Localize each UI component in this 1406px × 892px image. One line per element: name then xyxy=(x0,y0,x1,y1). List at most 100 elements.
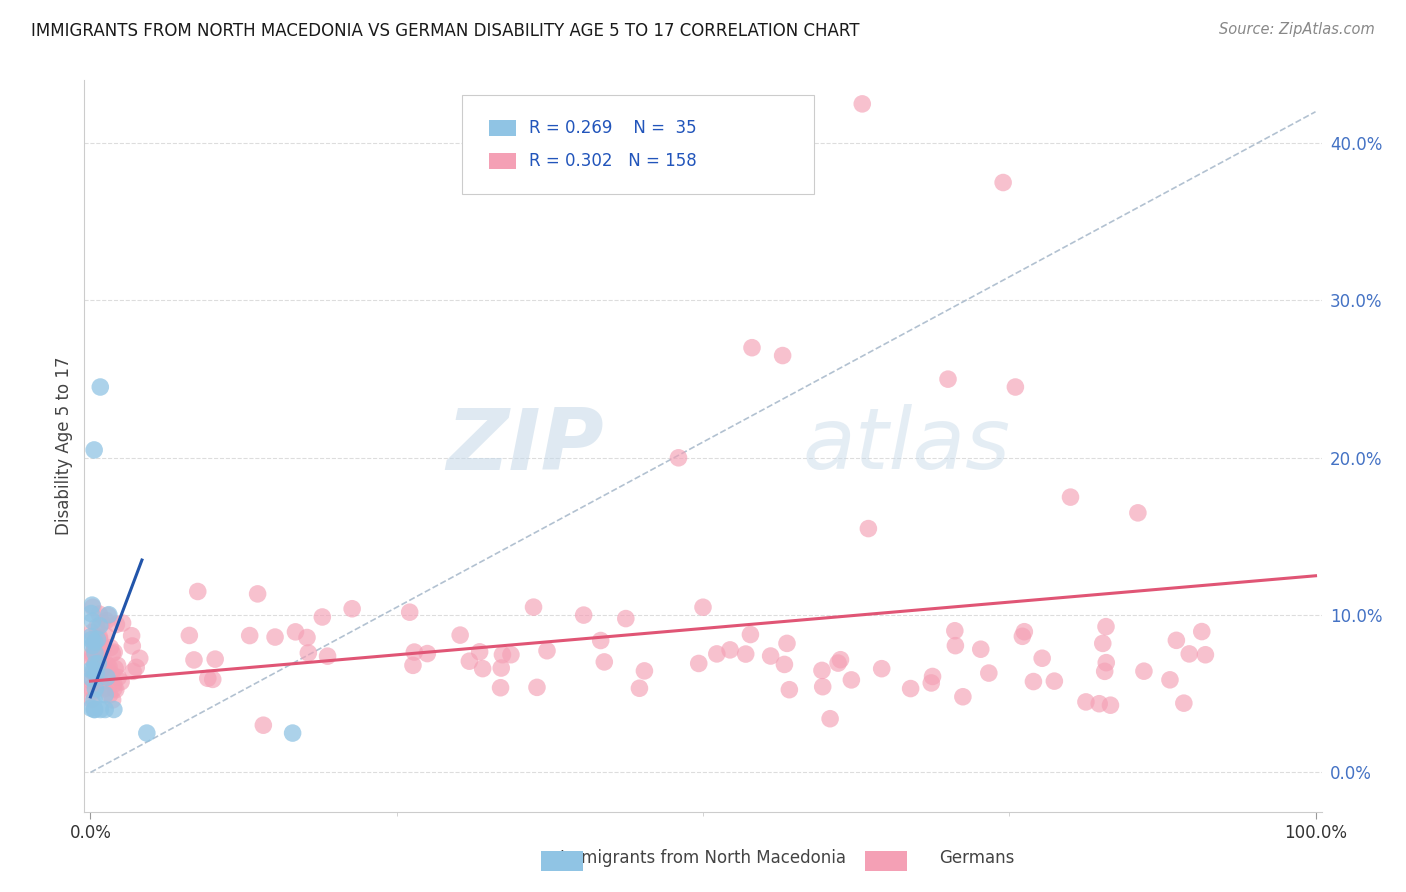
Point xyxy=(772,349,794,363)
Point xyxy=(197,671,219,685)
Point xyxy=(83,693,105,707)
Point xyxy=(105,617,128,632)
Point xyxy=(87,661,110,675)
Point xyxy=(128,651,150,665)
Point xyxy=(98,659,121,673)
Point xyxy=(80,652,103,666)
Point xyxy=(1043,674,1066,689)
Point xyxy=(89,666,111,681)
Point xyxy=(900,681,922,696)
Point xyxy=(82,647,104,661)
Point xyxy=(83,702,105,716)
Point xyxy=(179,628,201,642)
Point xyxy=(1014,624,1036,639)
Point xyxy=(80,598,103,612)
Point xyxy=(977,666,1000,681)
Point xyxy=(89,665,111,679)
Point xyxy=(246,587,269,601)
Point xyxy=(870,662,893,676)
Point xyxy=(82,684,104,698)
Point xyxy=(89,675,111,690)
Point xyxy=(101,647,124,661)
Point xyxy=(82,639,104,653)
Point xyxy=(499,648,522,662)
Point xyxy=(1091,636,1114,650)
Point xyxy=(89,702,111,716)
Point xyxy=(1166,633,1188,648)
Point xyxy=(778,682,800,697)
Point xyxy=(89,380,111,394)
Point xyxy=(93,640,115,655)
Point xyxy=(416,647,439,661)
Point xyxy=(83,643,105,657)
Point xyxy=(122,665,145,679)
Point xyxy=(80,672,103,686)
Point xyxy=(921,669,943,683)
Point xyxy=(96,614,118,628)
Point xyxy=(121,629,143,643)
Point xyxy=(589,633,612,648)
Point xyxy=(80,625,103,640)
Text: Germans: Germans xyxy=(939,849,1015,867)
Point xyxy=(943,624,966,638)
Point xyxy=(84,632,107,646)
Text: IMMIGRANTS FROM NORTH MACEDONIA VS GERMAN DISABILITY AGE 5 TO 17 CORRELATION CHA: IMMIGRANTS FROM NORTH MACEDONIA VS GERMA… xyxy=(31,22,859,40)
Point xyxy=(628,681,651,696)
Point xyxy=(82,663,104,677)
Point xyxy=(740,627,762,641)
Point xyxy=(936,372,959,386)
Point xyxy=(82,665,104,680)
Point xyxy=(468,645,491,659)
Point xyxy=(1095,656,1118,670)
Point xyxy=(103,702,125,716)
Point xyxy=(100,640,122,655)
Point xyxy=(340,601,363,615)
Point xyxy=(104,661,127,675)
Text: atlas: atlas xyxy=(801,404,1010,488)
Point xyxy=(851,96,873,111)
Point xyxy=(110,674,132,689)
Point xyxy=(201,673,224,687)
Point xyxy=(945,639,967,653)
Point xyxy=(83,635,105,649)
Point xyxy=(1031,651,1053,665)
Point xyxy=(297,646,319,660)
Point xyxy=(1059,490,1081,504)
Point xyxy=(83,639,105,653)
Point xyxy=(84,657,107,671)
Point xyxy=(688,657,710,671)
Point xyxy=(1159,673,1181,687)
Point xyxy=(1004,380,1026,394)
Point xyxy=(818,712,841,726)
Point xyxy=(311,610,333,624)
Point xyxy=(183,653,205,667)
Point xyxy=(1011,629,1033,643)
Point xyxy=(80,663,103,677)
Point xyxy=(97,608,120,623)
Point xyxy=(89,619,111,633)
Point xyxy=(89,640,111,655)
Point xyxy=(281,726,304,740)
Point xyxy=(489,661,512,675)
Point xyxy=(96,663,118,677)
Point xyxy=(811,680,834,694)
Point xyxy=(84,681,107,696)
Point xyxy=(970,642,993,657)
Text: R = 0.269    N =  35: R = 0.269 N = 35 xyxy=(529,119,696,136)
Point xyxy=(316,649,339,664)
Point xyxy=(1095,620,1118,634)
Point xyxy=(103,677,125,691)
Point xyxy=(103,645,125,659)
Point xyxy=(991,176,1014,190)
Point xyxy=(404,645,426,659)
Point xyxy=(1022,674,1045,689)
Text: Immigrants from North Macedonia: Immigrants from North Macedonia xyxy=(560,849,846,867)
Point xyxy=(491,648,513,662)
Point xyxy=(633,664,655,678)
Point xyxy=(572,608,595,623)
Point xyxy=(96,670,118,684)
Point xyxy=(90,657,112,672)
Point xyxy=(97,607,120,622)
Point xyxy=(773,657,796,672)
Point xyxy=(104,682,127,697)
